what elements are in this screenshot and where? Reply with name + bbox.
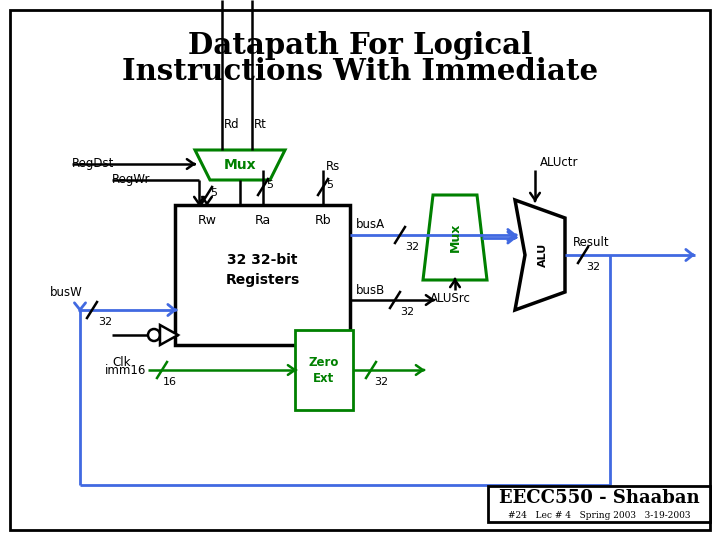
Text: busW: busW <box>50 286 83 299</box>
Text: 32: 32 <box>400 307 414 317</box>
Text: Mux: Mux <box>224 158 256 172</box>
Text: imm16: imm16 <box>105 363 146 376</box>
Polygon shape <box>160 325 178 345</box>
Text: 32: 32 <box>374 377 388 387</box>
Text: ALUSrc: ALUSrc <box>430 292 470 305</box>
Text: Rd: Rd <box>224 118 240 132</box>
Text: 5: 5 <box>266 180 273 190</box>
Text: Mux: Mux <box>449 223 462 252</box>
Text: busA: busA <box>356 219 385 232</box>
Text: ALU: ALU <box>538 243 548 267</box>
Text: Rs: Rs <box>326 160 341 173</box>
Text: Registers: Registers <box>225 273 300 287</box>
Text: Rt: Rt <box>254 118 267 132</box>
Text: Rb: Rb <box>315 214 331 227</box>
Text: Datapath For Logical: Datapath For Logical <box>188 30 532 59</box>
Text: Ra: Ra <box>255 214 271 227</box>
Text: 32: 32 <box>405 242 419 252</box>
Text: RegWr: RegWr <box>112 173 150 186</box>
Text: 16: 16 <box>163 377 177 387</box>
Text: Instructions With Immediate: Instructions With Immediate <box>122 57 598 86</box>
Text: 5: 5 <box>210 188 217 198</box>
Text: ALUctr: ALUctr <box>540 156 578 168</box>
Text: Clk: Clk <box>112 356 130 369</box>
Polygon shape <box>515 200 565 310</box>
Text: busB: busB <box>356 284 385 296</box>
Text: EECC550 - Shaaban: EECC550 - Shaaban <box>499 489 699 507</box>
Text: #24   Lec # 4   Spring 2003   3-19-2003: #24 Lec # 4 Spring 2003 3-19-2003 <box>508 510 690 519</box>
Bar <box>488 486 710 522</box>
Bar <box>175 205 350 345</box>
Polygon shape <box>195 150 285 180</box>
Text: 32 32-bit: 32 32-bit <box>228 253 298 267</box>
Text: Zero
Ext: Zero Ext <box>309 355 339 384</box>
Bar <box>295 330 353 410</box>
Text: 5: 5 <box>326 180 333 190</box>
Text: Rw: Rw <box>197 214 217 227</box>
Text: 32: 32 <box>98 317 112 327</box>
Text: 32: 32 <box>586 262 600 272</box>
Text: Result: Result <box>573 237 610 249</box>
Text: RegDst: RegDst <box>72 158 114 171</box>
Polygon shape <box>423 195 487 280</box>
